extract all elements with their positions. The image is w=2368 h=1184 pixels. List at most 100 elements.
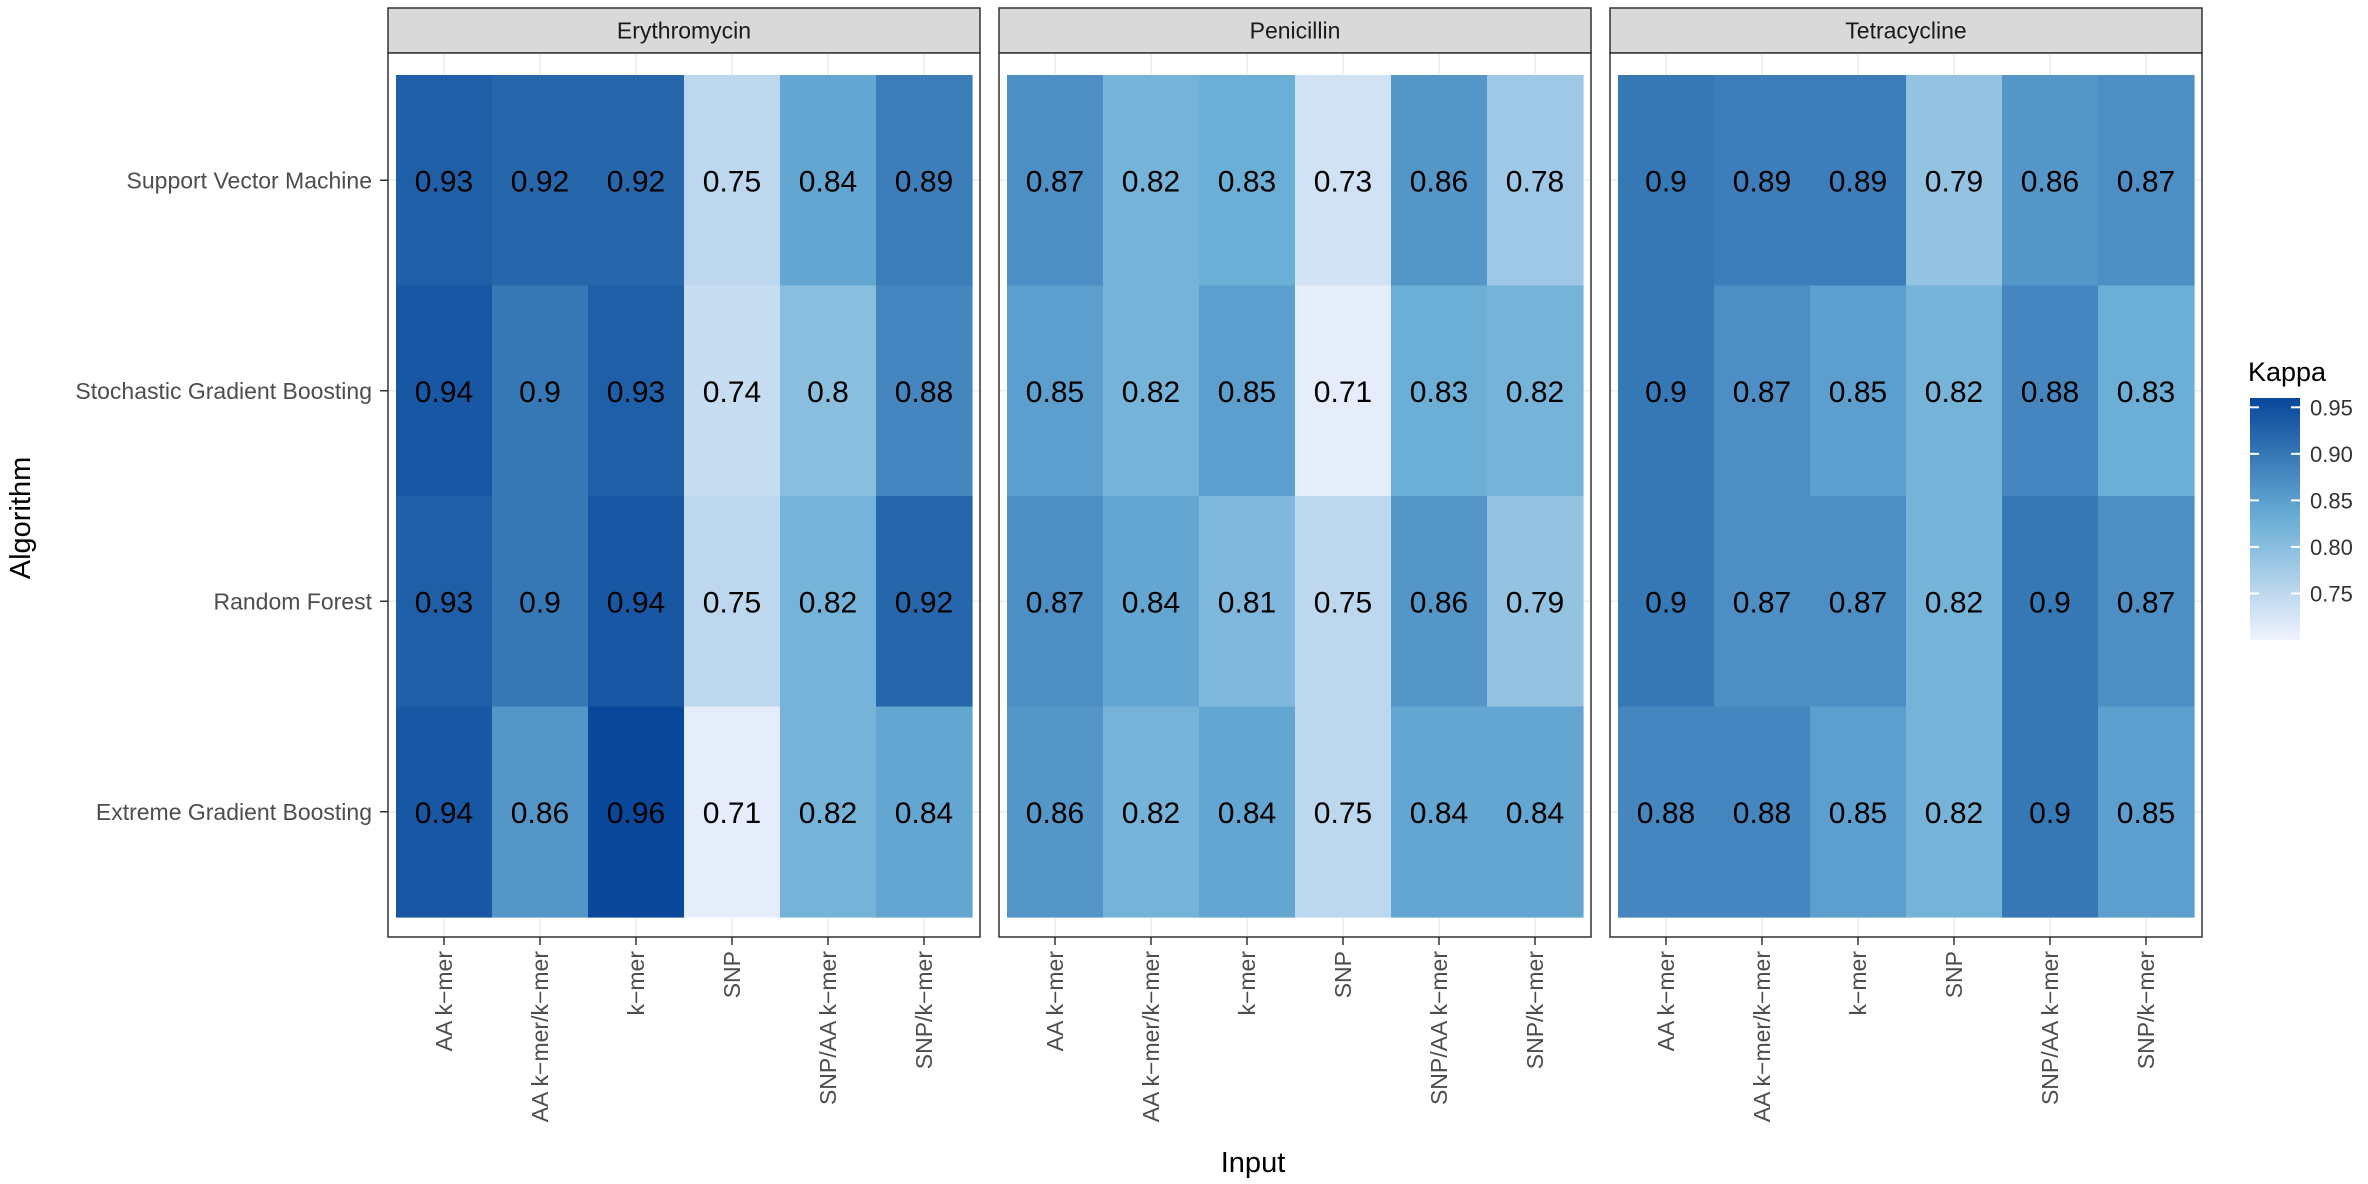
heatmap-tile — [1810, 285, 1907, 497]
tile-value-label: 0.94 — [415, 376, 473, 409]
heatmap-tile — [2002, 496, 2099, 708]
tile-value-label: 0.86 — [511, 797, 569, 830]
tile-value-label: 0.82 — [1122, 797, 1180, 830]
tile-value-label: 0.92 — [607, 165, 665, 198]
legend-tick-label: 0.90 — [2310, 442, 2353, 467]
tile-value-label: 0.81 — [1218, 586, 1276, 619]
tile-value-label: 0.8 — [807, 376, 849, 409]
heatmap-tile — [1487, 285, 1584, 497]
tile-value-label: 0.84 — [895, 797, 953, 830]
tile-value-label: 0.87 — [1026, 586, 1084, 619]
heatmap-tile — [588, 706, 685, 918]
tile-value-label: 0.88 — [1733, 797, 1791, 830]
heatmap-tile — [1714, 75, 1811, 287]
tile-value-label: 0.75 — [1314, 797, 1372, 830]
tile-value-label: 0.83 — [2117, 376, 2175, 409]
tile-value-label: 0.85 — [2117, 797, 2175, 830]
heatmap-tile — [1295, 285, 1392, 497]
x-tick-label: SNP/AA k−mer — [815, 951, 841, 1105]
panel-border — [998, 52, 1592, 938]
legend-tick-label: 0.75 — [2310, 581, 2353, 606]
tile-value-label: 0.88 — [1637, 797, 1695, 830]
tile-value-label: 0.82 — [1925, 797, 1983, 830]
heatmap-tile — [1714, 496, 1811, 708]
tile-value-label: 0.86 — [1026, 797, 1084, 830]
tile-value-label: 0.87 — [2117, 586, 2175, 619]
heatmap-tile — [684, 706, 781, 918]
tile-value-label: 0.9 — [519, 376, 561, 409]
heatmap-tile — [1199, 706, 1296, 918]
tile-value-label: 0.71 — [703, 797, 761, 830]
heatmap-tile — [1906, 496, 2003, 708]
tile-value-label: 0.96 — [607, 797, 665, 830]
legend: Kappa 0.95 0.90 0.85 0.80 0.75 — [2248, 357, 2353, 640]
tile-value-label: 0.86 — [1410, 586, 1468, 619]
tile-value-label: 0.82 — [1122, 165, 1180, 198]
tile-value-label: 0.9 — [1645, 165, 1687, 198]
heatmap-tile — [780, 706, 877, 918]
tile-value-label: 0.9 — [2029, 797, 2071, 830]
tile-value-label: 0.9 — [519, 586, 561, 619]
tile-value-label: 0.79 — [1925, 165, 1983, 198]
tile-value-label: 0.93 — [415, 586, 473, 619]
x-tick-label: k−mer — [1234, 951, 1260, 1016]
tile-value-label: 0.87 — [1733, 376, 1791, 409]
tile-value-label: 0.93 — [415, 165, 473, 198]
heatmap-tile — [1810, 496, 1907, 708]
heatmap-tile — [2098, 706, 2195, 918]
heatmap-tile — [1007, 706, 1104, 918]
tile-value-label: 0.84 — [1218, 797, 1276, 830]
heatmap-tile — [492, 285, 589, 497]
tile-value-label: 0.78 — [1506, 165, 1564, 198]
tile-value-label: 0.73 — [1314, 165, 1372, 198]
heatmap-tile — [1810, 75, 1907, 287]
x-tick-label: SNP/k−mer — [911, 951, 937, 1070]
tile-value-label: 0.94 — [607, 586, 665, 619]
tile-value-label: 0.89 — [1733, 165, 1791, 198]
tile-value-label: 0.9 — [1645, 586, 1687, 619]
legend-tick-label: 0.85 — [2310, 488, 2353, 513]
heatmap-tile — [396, 496, 493, 708]
tile-value-label: 0.75 — [703, 586, 761, 619]
heatmap-tile — [1714, 285, 1811, 497]
tile-value-label: 0.87 — [2117, 165, 2175, 198]
heatmap-tile — [588, 285, 685, 497]
heatmap-tile — [1295, 496, 1392, 708]
heatmap-tile — [1487, 75, 1584, 287]
tile-value-label: 0.84 — [799, 165, 857, 198]
tile-value-label: 0.94 — [415, 797, 473, 830]
heatmap-tile — [876, 75, 973, 287]
heatmap-tile — [684, 285, 781, 497]
tile-value-label: 0.85 — [1829, 376, 1887, 409]
x-tick-label: AA k−mer — [431, 951, 457, 1052]
x-tick-label: AA k−mer/k−mer — [1749, 951, 1775, 1123]
tile-value-label: 0.9 — [2029, 586, 2071, 619]
tile-value-label: 0.87 — [1733, 586, 1791, 619]
y-axis-title: Algorithm — [5, 457, 37, 580]
tile-value-label: 0.9 — [1645, 376, 1687, 409]
heatmap-tile — [876, 285, 973, 497]
heatmap-tile — [684, 496, 781, 708]
heatmap-tile — [1810, 706, 1907, 918]
tile-value-label: 0.83 — [1410, 376, 1468, 409]
x-tick-label: SNP/AA k−mer — [2037, 951, 2063, 1105]
heatmap-tile — [2098, 285, 2195, 497]
y-axis: Support Vector Machine Stochastic Gradien… — [75, 167, 388, 825]
tile-value-label: 0.86 — [1410, 165, 1468, 198]
heatmap-tile — [1618, 75, 1715, 287]
heatmap-tile — [1618, 285, 1715, 497]
heatmap-tile — [1103, 706, 1200, 918]
tile-value-label: 0.92 — [895, 586, 953, 619]
heatmap-tile — [780, 496, 877, 708]
tile-value-label: 0.84 — [1122, 586, 1180, 619]
tile-value-label: 0.87 — [1829, 586, 1887, 619]
panel-border — [1609, 52, 2203, 938]
heatmap-tile — [2002, 75, 2099, 287]
tile-value-label: 0.88 — [2021, 376, 2079, 409]
heatmap-tile — [684, 75, 781, 287]
tile-value-label: 0.74 — [703, 376, 761, 409]
tile-value-label: 0.75 — [1314, 586, 1372, 619]
heatmap-tile — [588, 75, 685, 287]
heatmap-tile — [1007, 285, 1104, 497]
tile-value-label: 0.84 — [1410, 797, 1468, 830]
